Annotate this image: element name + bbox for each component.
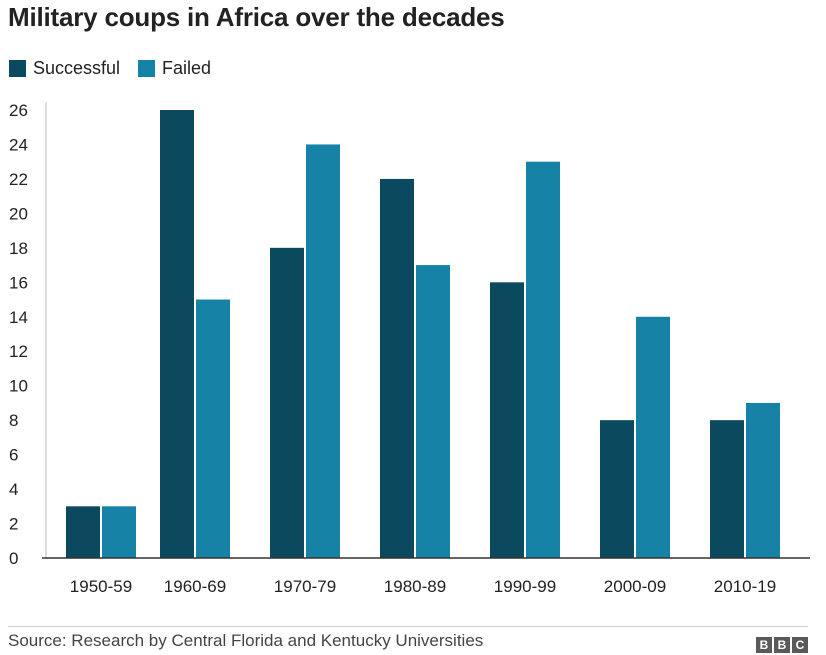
bar-failed-2010-19 [746, 402, 780, 558]
legend-label-failed: Failed [162, 57, 212, 78]
bar-successful-1990-99 [490, 282, 524, 558]
x-tick-label-1980-89: 1980-89 [384, 577, 446, 596]
legend-item-failed: Failed [138, 58, 211, 79]
bar-successful-1950-59 [66, 506, 100, 558]
bar-failed-1970-79 [306, 144, 340, 558]
legend: Successful Failed [9, 57, 229, 79]
bar-failed-1960-69 [196, 299, 230, 558]
bar-successful-2000-09 [600, 420, 634, 558]
bar-failed-1990-99 [526, 161, 560, 558]
y-tick-label-22: 22 [9, 170, 28, 189]
x-tick-label-1990-99: 1990-99 [494, 577, 556, 596]
y-tick-label-0: 0 [9, 549, 18, 568]
bar-successful-1980-89 [380, 178, 414, 558]
y-tick-label-24: 24 [9, 135, 28, 154]
legend-label-successful: Successful [33, 57, 121, 78]
x-tick-label-2010-19: 2010-19 [714, 577, 776, 596]
y-tick-label-8: 8 [9, 411, 18, 430]
bar-successful-1970-79 [270, 247, 304, 558]
x-tick-label-2000-09: 2000-09 [604, 577, 666, 596]
footer-divider [8, 626, 808, 627]
bbc-logo: B B C [754, 637, 808, 653]
y-tick-label-2: 2 [9, 515, 18, 534]
y-tick-label-10: 10 [9, 377, 28, 396]
source-note: Source: Research by Central Florida and … [8, 631, 484, 650]
legend-swatch-successful [9, 59, 26, 77]
y-tick-label-20: 20 [9, 204, 28, 223]
y-tick-label-12: 12 [9, 342, 28, 361]
x-tick-label-1970-79: 1970-79 [274, 577, 336, 596]
legend-swatch-failed [138, 59, 156, 77]
logo-letter-b1: B [756, 637, 772, 653]
x-tick-label-1960-69: 1960-69 [164, 577, 226, 596]
bar-successful-2010-19 [710, 420, 744, 558]
y-tick-label-16: 16 [9, 273, 28, 292]
bar-failed-1980-89 [416, 265, 450, 558]
y-tick-label-4: 4 [9, 480, 18, 499]
bar-failed-2000-09 [636, 316, 670, 558]
bar-failed-1950-59 [102, 506, 136, 558]
logo-letter-c: C [792, 637, 808, 653]
y-tick-label-18: 18 [9, 239, 28, 258]
chart-title: Military coups in Africa over the decade… [8, 2, 505, 32]
y-tick-label-6: 6 [9, 446, 18, 465]
x-tick-label-1950-59: 1950-59 [70, 577, 132, 596]
y-tick-label-26: 26 [9, 101, 28, 120]
legend-item-successful: Successful [9, 58, 120, 79]
bar-successful-1960-69 [160, 110, 194, 558]
y-tick-label-14: 14 [9, 308, 28, 327]
logo-letter-b2: B [774, 637, 790, 653]
